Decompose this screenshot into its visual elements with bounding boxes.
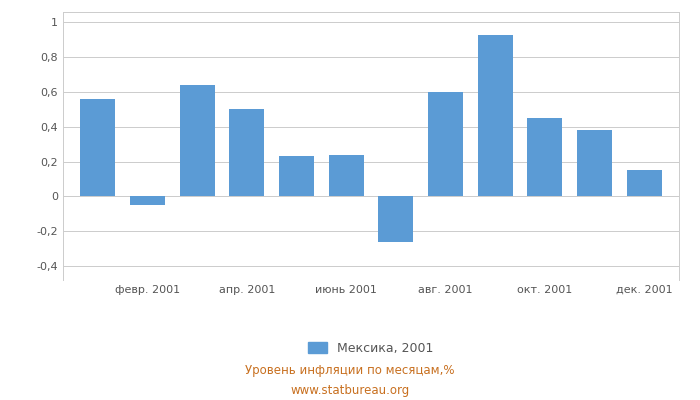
Bar [379,196,413,242]
Bar [130,196,164,205]
Text: Уровень инфляции по месяцам,%: Уровень инфляции по месяцам,% [245,364,455,377]
Bar [428,92,463,196]
Legend: Мексика, 2001: Мексика, 2001 [303,336,439,360]
Bar [230,110,264,196]
Text: www.statbureau.org: www.statbureau.org [290,384,410,397]
Bar [528,118,562,196]
Bar [329,155,363,196]
Bar [80,99,116,196]
Bar [478,35,512,196]
Bar [180,85,214,196]
Bar [578,130,612,196]
Bar [626,170,662,196]
Bar [279,156,314,196]
